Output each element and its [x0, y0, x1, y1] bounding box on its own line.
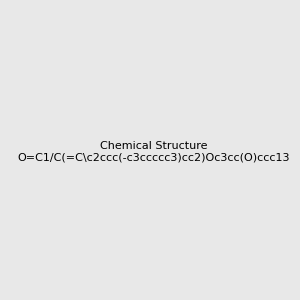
Text: Chemical Structure
O=C1/C(=C\c2ccc(-c3ccccc3)cc2)Oc3cc(O)ccc13: Chemical Structure O=C1/C(=C\c2ccc(-c3cc…: [17, 141, 290, 162]
